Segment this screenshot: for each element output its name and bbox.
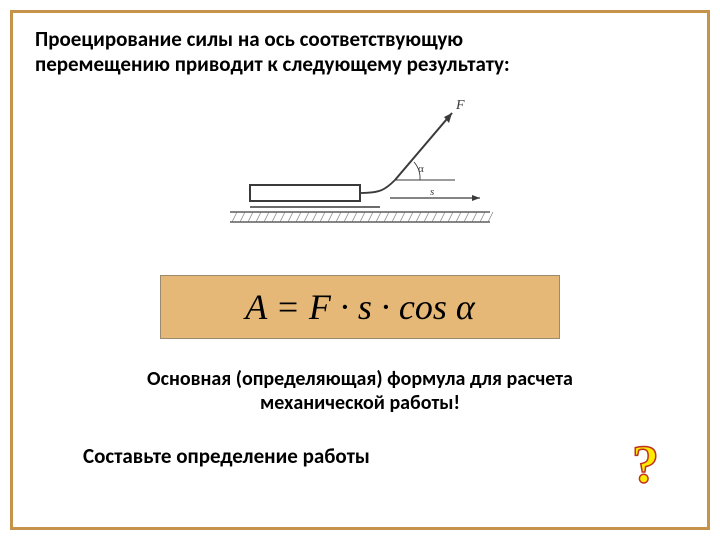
- heading-line2: перемещению приводит к следующему резуль…: [35, 51, 510, 77]
- heading-line1: Проецирование силы на ось соответствующу…: [35, 26, 463, 52]
- svg-text:F: F: [455, 98, 465, 113]
- heading: Проецирование силы на ось соответствующу…: [35, 27, 685, 77]
- formula-box: A = F · s · cos α: [160, 275, 560, 339]
- svg-text:s: s: [430, 186, 434, 198]
- force-diagram: F α s: [220, 95, 500, 245]
- svg-text:α: α: [418, 163, 424, 175]
- caption: Основная (определяющая) формула для расч…: [35, 367, 685, 415]
- task-text: Составьте определение работы: [83, 443, 685, 469]
- slide-border: Проецирование силы на ось соответствующу…: [10, 10, 710, 530]
- caption-line1: Основная (определяющая) формула для расч…: [147, 367, 573, 391]
- formula: A = F · s · cos α: [245, 287, 475, 327]
- caption-line2: механической работы!: [260, 391, 460, 415]
- question-mark-icon: ?: [632, 433, 659, 495]
